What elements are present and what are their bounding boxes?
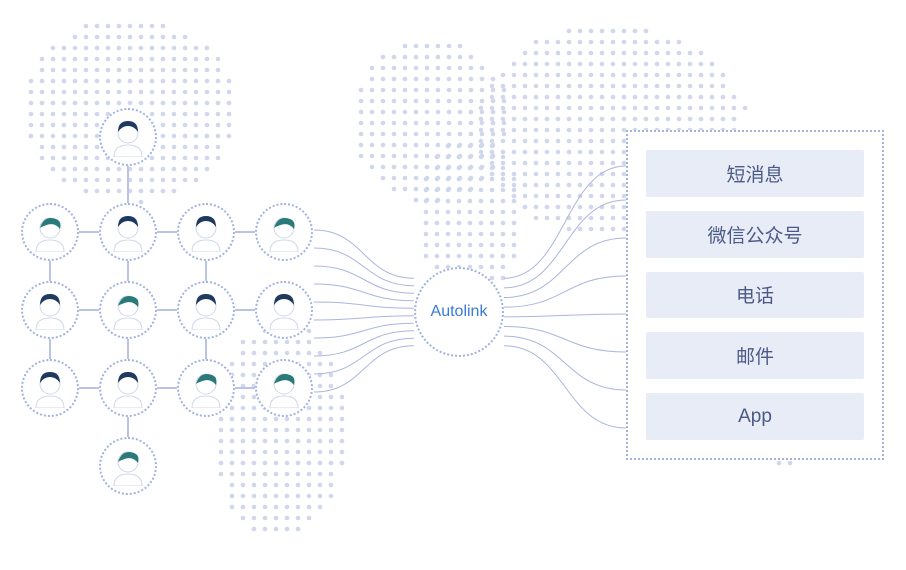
avatar-node	[177, 203, 235, 261]
avatar-node	[99, 108, 157, 166]
person-icon	[108, 117, 148, 157]
person-icon-alt	[30, 212, 70, 252]
avatar-node	[255, 203, 313, 261]
person-icon-alt	[264, 212, 304, 252]
person-icon-alt	[108, 446, 148, 486]
person-icon	[186, 290, 226, 330]
person-icon	[264, 290, 304, 330]
avatar-node	[21, 281, 79, 339]
person-icon	[30, 290, 70, 330]
person-icon-alt	[108, 290, 148, 330]
person-icon-alt	[264, 368, 304, 408]
hub-circle: Autolink	[414, 267, 504, 357]
channel-label: App	[738, 406, 772, 428]
avatar-node	[177, 281, 235, 339]
avatar-node	[99, 359, 157, 417]
person-icon	[108, 368, 148, 408]
avatar-node	[177, 359, 235, 417]
avatar-node	[99, 437, 157, 495]
person-icon-alt	[186, 368, 226, 408]
avatar-node	[21, 203, 79, 261]
avatar-node	[255, 359, 313, 417]
channel-chip: 微信公众号	[646, 211, 864, 258]
person-icon	[30, 368, 70, 408]
avatar-node	[99, 203, 157, 261]
channel-label: 短消息	[726, 160, 783, 187]
channel-label: 电话	[736, 281, 774, 308]
person-icon	[186, 212, 226, 252]
channel-chip: 邮件	[646, 332, 864, 379]
avatar-node	[99, 281, 157, 339]
channel-label: 微信公众号	[707, 221, 802, 248]
channels-panel: 短消息微信公众号电话邮件 App	[626, 130, 884, 460]
channel-label: 邮件	[736, 342, 774, 369]
diagram-stage: Autolink 短消息微信公众号电话邮件 App	[0, 0, 906, 570]
hub-label: Autolink	[431, 303, 488, 321]
avatar-node	[21, 359, 79, 417]
avatar-node	[255, 281, 313, 339]
channel-chip: 短消息	[646, 150, 864, 197]
person-icon	[108, 212, 148, 252]
channel-chip: App	[646, 393, 864, 440]
channel-chip: 电话	[646, 272, 864, 319]
